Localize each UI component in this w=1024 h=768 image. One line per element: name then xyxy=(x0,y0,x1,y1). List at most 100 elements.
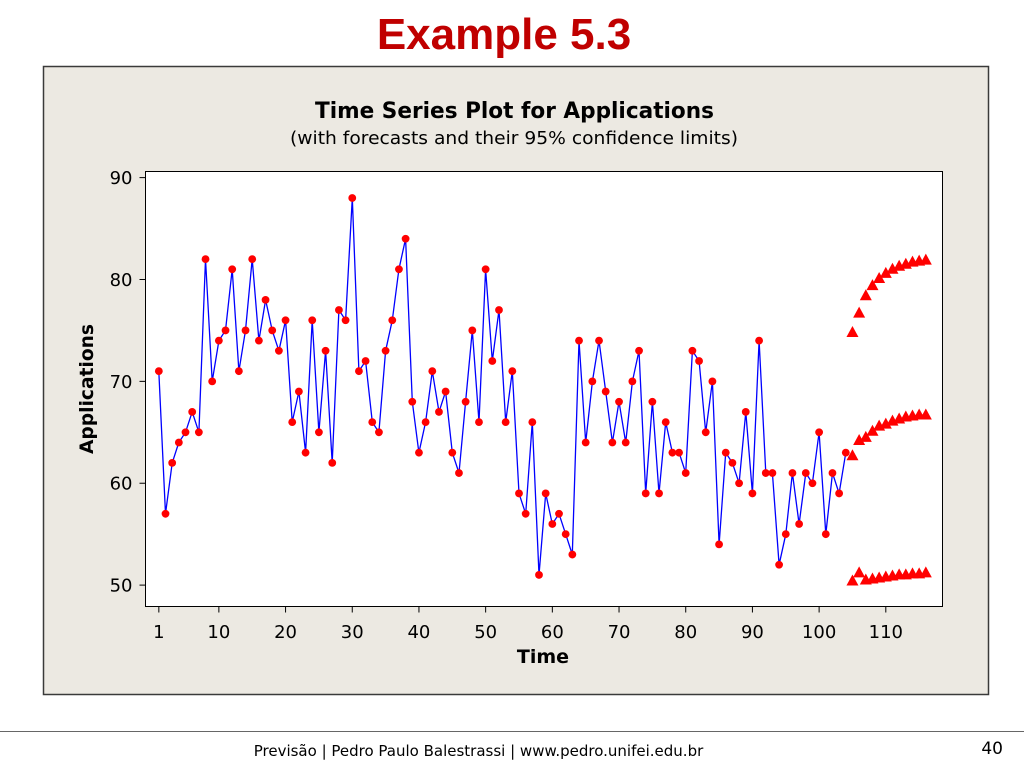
footer-text: Previsão | Pedro Paulo Balestrassi | www… xyxy=(253,742,704,760)
upper-limit-point xyxy=(846,325,859,337)
y-axis-label: Applications xyxy=(76,324,98,454)
upper-limit-point xyxy=(859,289,872,301)
data-point xyxy=(688,346,697,355)
data-point xyxy=(515,489,523,498)
data-point xyxy=(488,357,497,365)
data-point xyxy=(741,408,750,416)
x-tick-label: 20 xyxy=(274,622,297,643)
data-point xyxy=(695,357,703,365)
upper-limit-point xyxy=(879,266,892,278)
forecast-point xyxy=(853,433,866,445)
data-point xyxy=(274,346,283,355)
data-point xyxy=(521,509,530,518)
lower-limit-point xyxy=(846,574,859,586)
data-point xyxy=(821,530,830,539)
slide-title: Example 5.3 xyxy=(376,10,632,59)
plot-series xyxy=(154,194,932,586)
forecast-point xyxy=(879,417,892,429)
data-point xyxy=(575,336,583,345)
upper-limit-point xyxy=(866,279,879,291)
data-point xyxy=(715,540,723,549)
forecast-point xyxy=(846,449,859,461)
y-tick-label: 90 xyxy=(110,168,133,189)
data-point xyxy=(408,397,417,406)
page-number: 40 xyxy=(981,739,1003,759)
data-point xyxy=(388,316,397,325)
x-tick-label: 100 xyxy=(802,622,836,643)
data-point xyxy=(568,550,577,559)
y-tick-label: 80 xyxy=(110,270,133,291)
lower-limit-point xyxy=(919,566,932,578)
x-tick-label: 50 xyxy=(474,622,497,643)
data-point xyxy=(608,438,617,447)
data-point xyxy=(435,408,443,416)
data-point xyxy=(475,418,483,427)
upper-limit-point xyxy=(873,271,886,283)
data-point xyxy=(281,316,290,325)
data-point xyxy=(315,428,323,437)
data-point xyxy=(355,367,363,376)
data-point xyxy=(481,265,490,274)
data-point xyxy=(241,326,250,335)
data-point xyxy=(555,509,563,518)
upper-limit-series xyxy=(846,253,932,337)
data-point xyxy=(228,265,237,274)
x-tick-label: 60 xyxy=(541,622,564,643)
data-point xyxy=(194,428,203,437)
x-tick-label: 70 xyxy=(608,622,631,643)
data-point xyxy=(368,418,377,427)
data-point xyxy=(615,397,623,406)
data-point xyxy=(661,418,670,427)
forecast-point xyxy=(866,424,879,436)
data-point xyxy=(495,306,503,314)
data-point xyxy=(835,489,844,498)
x-tick-label: 10 xyxy=(207,622,230,643)
observed-series xyxy=(154,194,850,579)
data-point xyxy=(775,560,783,569)
data-point xyxy=(621,438,630,447)
data-point xyxy=(728,458,737,467)
data-point xyxy=(528,418,537,427)
data-point xyxy=(455,469,463,477)
data-point xyxy=(234,367,243,376)
data-point xyxy=(595,336,603,345)
chart-title: Time Series Plot for Applications xyxy=(315,99,714,124)
y-tick-label: 50 xyxy=(110,576,133,597)
data-point xyxy=(415,448,423,457)
chart-subtitle: (with forecasts and their 95% confidence… xyxy=(290,128,738,149)
forecast-series xyxy=(846,408,932,461)
plot-area xyxy=(145,171,943,607)
x-axis: 1 10 20 30 40 50 60 70 80 90 100 110 xyxy=(153,606,903,643)
data-point xyxy=(214,336,223,345)
data-point xyxy=(321,346,330,355)
data-point xyxy=(541,489,550,498)
data-point xyxy=(328,458,337,467)
data-point xyxy=(335,306,343,314)
data-point xyxy=(701,428,710,437)
data-point xyxy=(375,428,383,437)
data-point xyxy=(788,469,797,477)
lower-limit-series xyxy=(846,566,932,586)
data-point xyxy=(174,438,183,447)
data-point xyxy=(421,418,430,427)
x-tick-label: 80 xyxy=(674,622,697,643)
data-point xyxy=(561,530,570,539)
x-tick-label: 40 xyxy=(407,622,430,643)
data-point xyxy=(635,346,643,355)
upper-limit-point xyxy=(919,253,932,265)
data-point xyxy=(655,489,663,498)
data-point xyxy=(468,326,477,335)
y-tick-label: 70 xyxy=(110,372,133,393)
data-point xyxy=(501,418,510,427)
data-point xyxy=(268,326,277,335)
data-point xyxy=(761,469,770,477)
data-point xyxy=(361,357,370,365)
data-point xyxy=(154,367,163,376)
data-point xyxy=(395,265,403,274)
data-point xyxy=(548,520,557,528)
data-point xyxy=(168,458,177,467)
data-point xyxy=(781,530,790,539)
data-point xyxy=(294,387,303,396)
data-point xyxy=(208,377,217,386)
data-point xyxy=(535,571,543,579)
